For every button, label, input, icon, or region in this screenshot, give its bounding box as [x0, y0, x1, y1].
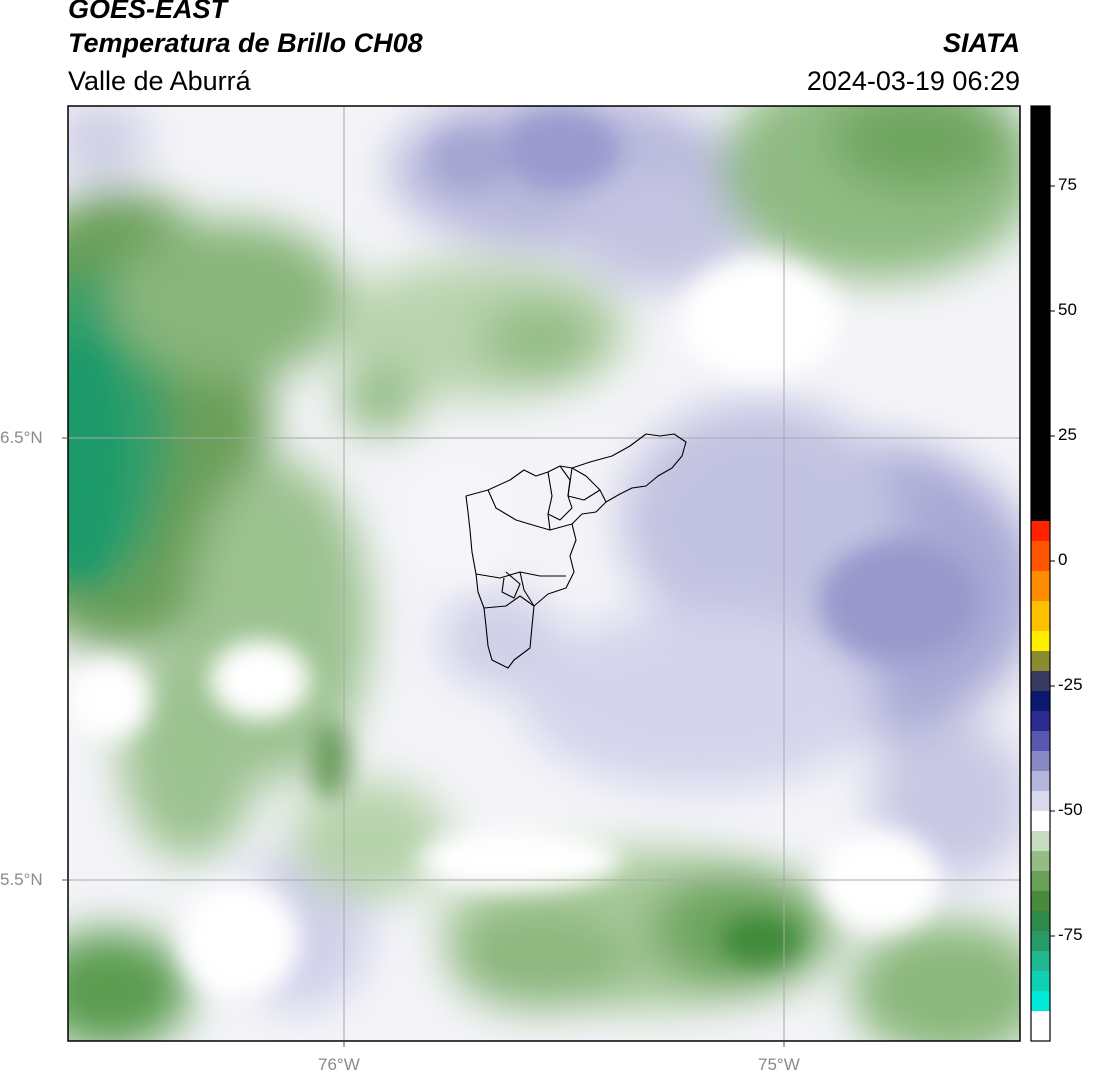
colorbar-segment	[1031, 831, 1050, 852]
latitude-tick-label: 6.5°N	[0, 428, 43, 447]
colorbar-tick-label: -25	[1058, 675, 1083, 694]
colorbar-segment	[1031, 106, 1050, 522]
colorbar-segment	[1031, 951, 1050, 972]
map-gridlines	[68, 106, 1020, 1041]
longitude-tick-label: 75°W	[758, 1055, 800, 1074]
colorbar-segment	[1031, 791, 1050, 812]
colorbar-segment	[1031, 851, 1050, 872]
colorbar-segment	[1031, 711, 1050, 732]
map-frame	[67, 105, 1021, 1042]
colorbar	[1030, 105, 1055, 1042]
colorbar-segment	[1031, 731, 1050, 752]
valle-de-aburra-boundary	[465, 433, 687, 669]
colorbar-segment	[1031, 541, 1050, 572]
colorbar-segment	[1031, 631, 1050, 652]
brightness-temperature-field	[68, 106, 1020, 1041]
colorbar-segment	[1031, 991, 1050, 1012]
organization-label: SIATA	[943, 28, 1020, 58]
colorbar-tick-label: -50	[1058, 800, 1083, 819]
timestamp-label: 2024-03-19 06:29	[806, 66, 1020, 96]
colorbar-tick-label: 0	[1058, 550, 1068, 569]
satellite-title: GOES-EAST	[68, 0, 228, 24]
colorbar-segment	[1031, 651, 1050, 672]
region-title: Valle de Aburrá	[68, 66, 251, 96]
colorbar-segment	[1031, 811, 1050, 832]
colorbar-tick-label: 25	[1058, 425, 1077, 444]
colorbar-segment	[1031, 691, 1050, 712]
colorbar-segment	[1031, 671, 1050, 692]
longitude-tick-label: 76°W	[318, 1055, 360, 1074]
colorbar-tick-label: 75	[1058, 175, 1077, 194]
colorbar-segment	[1031, 601, 1050, 632]
colorbar-tick-label: -75	[1058, 925, 1083, 944]
colorbar-segment	[1031, 1011, 1050, 1042]
colorbar-segment	[1031, 771, 1050, 792]
latitude-tick-label: 5.5°N	[0, 870, 43, 889]
colorbar-frame	[1030, 105, 1051, 1042]
product-title: Temperatura de Brillo CH08	[68, 28, 423, 58]
colorbar-tick-label: 50	[1058, 300, 1077, 319]
colorbar-segment	[1031, 571, 1050, 602]
colorbar-segment	[1031, 751, 1050, 772]
colorbar-segment	[1031, 891, 1050, 912]
colorbar-segment	[1031, 871, 1050, 892]
colorbar-segment	[1031, 521, 1050, 542]
colorbar-segment	[1031, 931, 1050, 952]
colorbar-segment	[1031, 971, 1050, 992]
colorbar-segment	[1031, 911, 1050, 932]
